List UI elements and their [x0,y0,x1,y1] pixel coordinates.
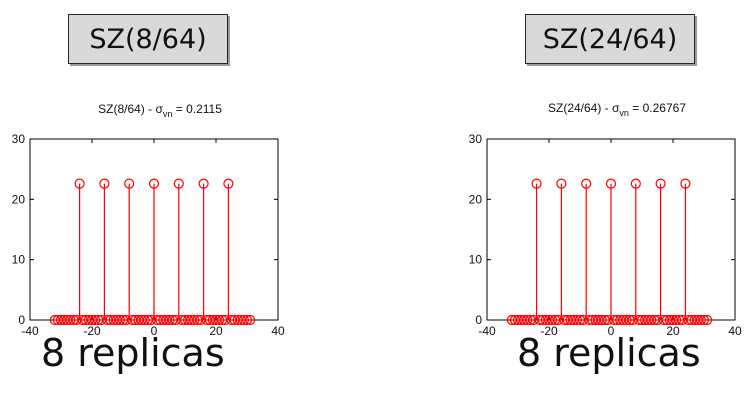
x-tick-label: 20 [209,324,223,338]
y-tick-label: 10 [12,253,26,267]
x-tick-label: 40 [728,324,742,338]
stem-marker [655,178,666,189]
y-tick-label: 10 [469,253,483,267]
stem-marker [173,178,184,189]
panel-sz-8-64: SZ(8/64) SZ(8/64) - σvn = 0.2115 -40 -20 0… [12,14,285,391]
y-tick-label: 20 [12,192,26,206]
caption-text: 8 replicas [41,331,225,375]
chart-title-suffix: = 0.2115 [172,102,222,116]
chart-title-prefix: SZ(24/64) - [548,101,612,115]
chart-title-sigma: σ [612,101,620,115]
x-tick-label: 40 [271,324,285,338]
y-tick-label: 0 [475,313,482,327]
stem-marker [148,178,160,189]
chart-title: SZ(24/64) - σvn = 0.26767 [548,101,686,118]
stem-marker [198,178,209,189]
label-text: SZ(8/64) [89,23,207,55]
stem-marker [99,178,110,189]
stem-marker [531,178,542,189]
x-tick-label: -20 [540,324,558,338]
chart-title-suffix: = 0.26767 [629,101,686,115]
caption-text: 8 replicas [517,331,701,375]
x-tick-label: 20 [666,324,680,338]
stem-marker [223,178,234,189]
chart-title-prefix: SZ(8/64) - [98,102,155,116]
label-box: SZ(24/64) [525,14,695,64]
x-tick-label: -20 [83,324,101,338]
chart-title-subscript: vn [163,109,173,119]
y-tick-label: 0 [18,313,25,327]
panel-sz-24-64: SZ(24/64) SZ(24/64) - σvn = 0.26767 -40 -… [377,0,754,408]
caption: 8 replicas [517,331,701,391]
stem-marker [124,178,135,189]
x-tick-label: -40 [478,324,496,338]
stem-marker [581,178,592,189]
stem-chart: SZ(8/64) - σvn = 0.2115 -40 -20 0 20 40 0 10 20… [12,102,285,338]
chart-title-sigma: σ [155,102,163,116]
x-tick-label: 0 [608,324,615,338]
label-box: SZ(8/64) [68,14,228,64]
stem-marker [630,178,641,189]
stem-marker [680,178,691,189]
label-text: SZ(24/64) [542,23,678,55]
chart-title: SZ(8/64) - σvn = 0.2115 [98,102,222,119]
stem-marker [605,178,617,189]
x-tick-label: 0 [151,324,158,338]
stem-marker [556,178,567,189]
chart-title-subscript: vn [619,108,629,118]
caption: 8 replicas [41,331,225,391]
y-tick-label: 30 [469,132,483,146]
y-tick-label: 30 [12,132,26,146]
y-tick-label: 20 [469,192,483,206]
stem-marker [74,178,85,189]
x-tick-label: -40 [21,324,39,338]
stem-chart: SZ(24/64) - σvn = 0.26767 -40 -20 0 20 40 0 10… [469,101,742,338]
